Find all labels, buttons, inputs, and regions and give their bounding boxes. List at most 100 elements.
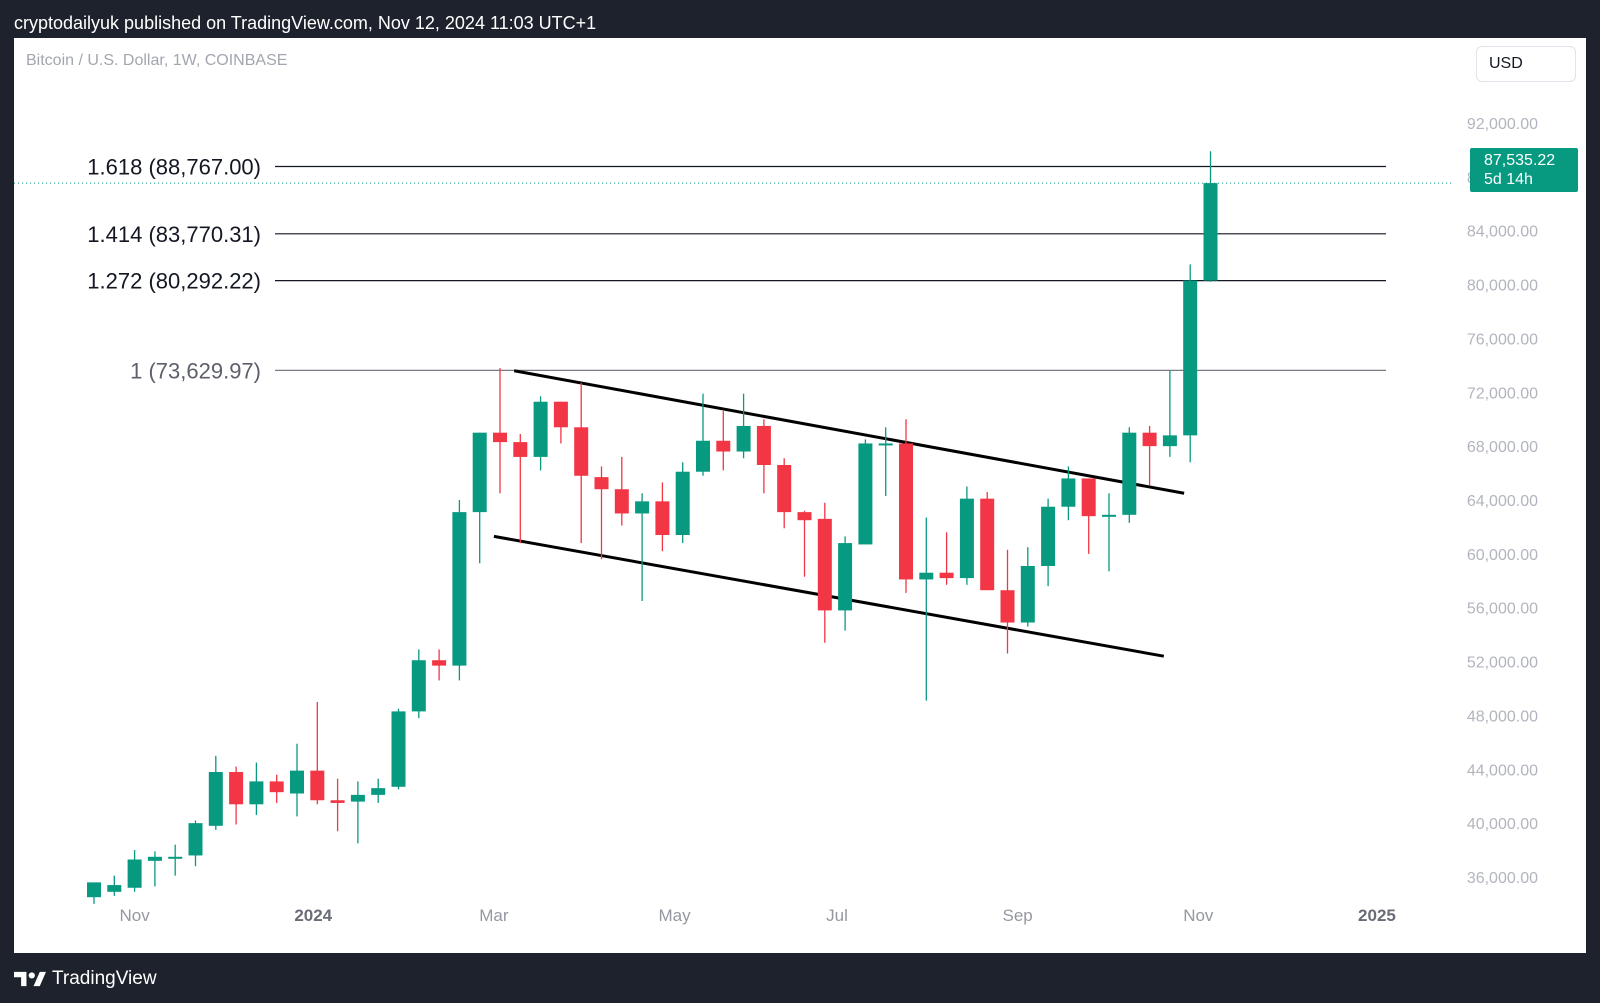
fibonacci-extension-levels[interactable]: 1.618 (88,767.00) 1.414 (83,770.31) 1.272 … <box>14 155 1454 384</box>
y-tick-label: 92,000.00 <box>1467 116 1538 133</box>
candle <box>330 778 345 832</box>
y-tick-label: 64,000.00 <box>1467 493 1538 510</box>
candle-body <box>107 885 122 892</box>
candle-body <box>980 498 995 591</box>
candle-body <box>1162 435 1177 447</box>
candle <box>371 778 386 803</box>
candle <box>1000 549 1015 654</box>
candle-body <box>188 823 203 856</box>
candle-body <box>1183 280 1198 436</box>
x-tick-label: Jul <box>826 906 848 925</box>
candle-body <box>959 498 974 579</box>
candle <box>959 486 974 585</box>
y-tick-label: 52,000.00 <box>1467 655 1538 672</box>
candle <box>87 882 101 904</box>
candle-body <box>1061 478 1076 507</box>
candle <box>553 401 568 444</box>
candle-body <box>391 711 406 787</box>
candle-body <box>1000 590 1015 623</box>
candle-body <box>919 572 934 580</box>
y-tick-label: 44,000.00 <box>1467 762 1538 779</box>
candle <box>756 419 771 494</box>
candle-body <box>655 501 670 536</box>
x-tick-label: Nov <box>119 906 150 925</box>
y-tick-label: 40,000.00 <box>1467 816 1538 833</box>
candle-body <box>838 543 853 611</box>
y-tick-label: 68,000.00 <box>1467 439 1538 456</box>
candle-body <box>736 425 751 452</box>
candle <box>777 458 792 529</box>
time-axis[interactable]: Nov 2024 Mar May Jul Sep Nov 2025 <box>119 906 1395 925</box>
candle <box>797 510 812 577</box>
candle <box>1020 547 1035 627</box>
y-tick-label: 60,000.00 <box>1467 547 1538 564</box>
candle <box>249 762 264 816</box>
candle <box>614 456 629 526</box>
candle <box>675 462 690 544</box>
candle <box>229 766 244 825</box>
candle <box>635 493 650 601</box>
candle-body <box>249 781 264 805</box>
publisher-line: cryptodailyuk published on TradingView.c… <box>14 13 597 33</box>
descending-channel[interactable] <box>493 369 1185 658</box>
candle <box>1061 466 1076 521</box>
candle-body <box>310 770 325 801</box>
candle-body <box>553 401 568 428</box>
candle <box>513 434 528 544</box>
symbol-title: Bitcoin / U.S. Dollar, 1W, COINBASE <box>26 52 288 69</box>
candle <box>432 649 447 681</box>
candle-body <box>817 518 832 611</box>
candle-body <box>452 512 467 666</box>
currency-button[interactable]: USD <box>1476 46 1576 82</box>
candle-body <box>127 859 142 888</box>
candle <box>269 774 284 803</box>
candle <box>452 500 467 681</box>
candle-body <box>411 660 426 712</box>
x-tick-label: Mar <box>479 906 509 925</box>
candle <box>655 482 670 552</box>
candle-body <box>878 443 893 446</box>
candle <box>878 427 893 496</box>
y-tick-label: 84,000.00 <box>1467 224 1538 241</box>
candle <box>208 755 223 830</box>
candle <box>310 701 325 805</box>
candle-body <box>147 856 162 861</box>
candle-body <box>1020 565 1035 623</box>
candle-body <box>939 572 954 579</box>
candle <box>188 820 203 867</box>
candle-body <box>290 770 304 794</box>
channel-line-0[interactable] <box>513 369 1185 495</box>
bar-countdown: 5d 14h <box>1484 171 1533 188</box>
candle-body <box>87 882 101 898</box>
chart-panel[interactable]: 1.618 (88,767.00) 1.414 (83,770.31) 1.272 … <box>14 38 1586 953</box>
last-price-value: 87,535.22 <box>1484 152 1556 169</box>
footer-brand[interactable]: TradingView <box>14 955 157 1003</box>
candle <box>919 517 934 701</box>
tradingview-logo-icon <box>14 971 46 987</box>
candle <box>533 396 548 471</box>
candle <box>980 491 995 591</box>
candle-body <box>432 660 447 666</box>
candle <box>858 439 873 545</box>
candle <box>594 466 609 560</box>
y-tick-label: 56,000.00 <box>1467 601 1538 618</box>
candle-body <box>797 512 812 521</box>
candle <box>168 844 183 876</box>
candle <box>1162 370 1177 457</box>
candle-body <box>614 489 629 514</box>
y-tick-label: 76,000.00 <box>1467 331 1538 348</box>
candle-body <box>716 440 731 452</box>
candle-body <box>675 471 690 536</box>
candlestick-chart[interactable]: 1.618 (88,767.00) 1.414 (83,770.31) 1.272 … <box>14 38 1586 953</box>
candle <box>411 649 426 719</box>
x-tick-label: May <box>659 906 692 925</box>
candle-body <box>229 771 244 805</box>
candle-body <box>269 781 284 793</box>
x-tick-label: 2024 <box>294 906 332 925</box>
candle-body <box>1081 478 1096 517</box>
price-axis[interactable]: 92,000.0088,000.0084,000.0080,000.0076,0… <box>1467 116 1538 887</box>
candle-body <box>1041 506 1056 566</box>
candle-body <box>1102 514 1116 517</box>
candle <box>1102 493 1116 572</box>
y-tick-label: 72,000.00 <box>1467 385 1538 402</box>
